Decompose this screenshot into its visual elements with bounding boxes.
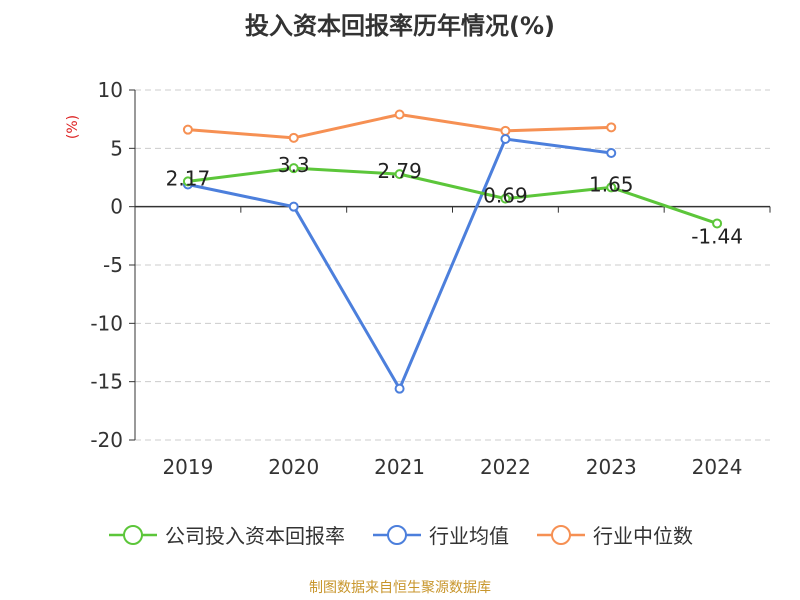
data-point-0: [500, 193, 511, 204]
data-point-0: [394, 169, 405, 180]
data-label: 0.69: [483, 184, 528, 208]
legend-marker-circle: [387, 524, 407, 545]
data-point-0: [606, 182, 617, 193]
data-point-1: [500, 134, 511, 144]
x-tick-label: 2023: [586, 455, 637, 479]
data-point-1: [288, 201, 299, 212]
data-point-2: [500, 125, 511, 136]
chart-legend: 公司投入资本回报率 行业均值 行业中位数: [0, 520, 800, 549]
legend-label: 公司投入资本回报率: [165, 524, 345, 548]
series-line-0: [187, 166, 718, 225]
y-tick-label: -20: [90, 428, 123, 452]
data-label: 2.17: [166, 166, 211, 190]
legend-label: 行业中位数: [593, 524, 693, 548]
y-tick-label: 5: [110, 136, 123, 160]
legend-marker-icon: [537, 524, 585, 545]
legend-label: 行业均值: [429, 524, 509, 548]
legend-item-0: 公司投入资本回报率: [107, 520, 345, 549]
x-tick-label: 2024: [692, 455, 743, 479]
legend-marker-icon: [373, 524, 421, 545]
data-point-2: [394, 109, 405, 120]
data-point-0: [182, 176, 193, 187]
data-point-2: [606, 122, 617, 133]
data-label: 1.65: [589, 172, 634, 196]
y-tick-label: -15: [90, 370, 123, 394]
y-tick-label: 10: [98, 78, 123, 102]
data-label: 2.79: [377, 159, 422, 183]
legend-marker-icon: [109, 524, 157, 545]
x-tick-label: 2022: [480, 455, 531, 479]
data-point-2: [288, 132, 299, 143]
y-tick-label: -5: [103, 253, 123, 277]
legend-item-1: 行业均值: [371, 520, 509, 549]
data-label: 3.3: [278, 153, 310, 177]
x-tick-label: 2020: [268, 455, 319, 479]
legend-item-2: 行业中位数: [535, 520, 693, 549]
data-point-1: [606, 148, 617, 158]
legend-marker-circle: [551, 524, 571, 545]
data-label: -1.44: [691, 224, 743, 248]
data-point-0: [712, 218, 723, 229]
y-axis-label: (%): [65, 115, 81, 139]
data-point-1: [394, 383, 405, 394]
y-tick-label: -10: [90, 311, 123, 335]
chart-title: 投入资本回报率历年情况(%): [245, 12, 555, 40]
data-point-0: [288, 163, 299, 174]
y-tick-label: 0: [110, 195, 123, 219]
x-tick-label: 2019: [162, 455, 213, 479]
source-note: 制图数据来自恒生聚源数据库: [309, 580, 491, 596]
x-tick-label: 2021: [374, 455, 425, 479]
legend-marker-circle: [123, 524, 143, 545]
data-point-2: [182, 124, 193, 135]
